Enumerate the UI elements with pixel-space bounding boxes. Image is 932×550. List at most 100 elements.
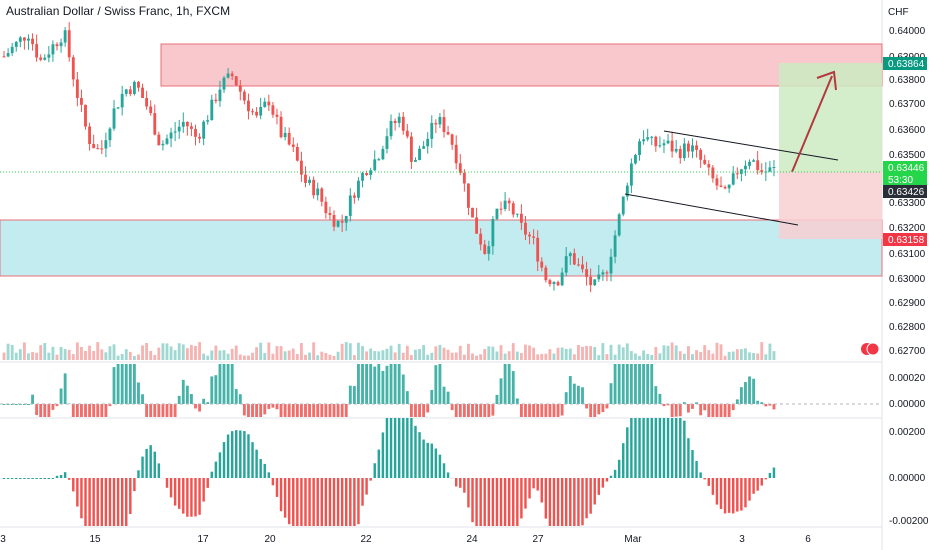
volume-bar (357, 342, 360, 360)
osc1-bar (699, 404, 703, 416)
candle-body (357, 180, 360, 198)
candle-body (446, 132, 450, 135)
osc2-bar (622, 443, 625, 478)
osc2-bar (271, 478, 275, 486)
osc1-bar (483, 404, 487, 417)
candle-body (515, 213, 519, 215)
volume-bar (304, 354, 307, 360)
volume-bar (149, 350, 153, 360)
osc1-bar (169, 404, 173, 417)
volume-bar (316, 355, 320, 360)
osc2-bar (92, 478, 95, 526)
volume-bar (308, 352, 311, 360)
time-tick-label: 3 (739, 534, 745, 545)
projection-arrow[interactable] (791, 75, 833, 173)
volume-bar (727, 351, 731, 360)
osc2-bar (275, 478, 279, 497)
candle-body (458, 163, 462, 173)
demand-zone[interactable] (0, 219, 883, 277)
osc2-bar (340, 478, 344, 526)
channel-upper-line[interactable] (663, 130, 839, 161)
osc1-bar (210, 376, 214, 404)
volume-bar (483, 349, 487, 360)
osc2-bar (116, 478, 120, 526)
stop-zone[interactable] (779, 172, 882, 239)
osc2-bar (165, 478, 169, 488)
osc2-bar (446, 472, 450, 478)
volume-bar (291, 348, 295, 360)
volume-bar (634, 353, 637, 360)
osc2-bar (202, 478, 205, 502)
osc2-bar (51, 478, 55, 479)
price-tag-label: 0.63446 (888, 163, 925, 174)
osc2-bar (96, 478, 99, 526)
osc2-bar (756, 478, 759, 491)
volume-bar (544, 353, 548, 360)
osc2-bar (133, 478, 136, 492)
volume-bar (275, 346, 279, 360)
candle-body (291, 144, 295, 147)
osc1-bar (80, 404, 83, 417)
candle-body (450, 134, 454, 145)
osc2-bar (304, 478, 307, 526)
osc1-bar (112, 367, 116, 404)
volume-bar (577, 344, 580, 360)
candle-body (409, 136, 413, 162)
osc1-bar (442, 386, 446, 404)
volume-bar (348, 343, 352, 360)
candle-body (654, 136, 658, 147)
volume-bar (487, 346, 491, 360)
osc1-bar (92, 404, 96, 417)
osc1-bar (487, 404, 491, 417)
osc1-bar (206, 402, 210, 404)
supply-zone[interactable] (160, 43, 883, 87)
candle-body (699, 149, 703, 160)
volume-bar (35, 352, 39, 360)
candle-body (352, 195, 356, 198)
volume-bar (723, 355, 727, 360)
volume-bar (625, 343, 629, 360)
candle-body (67, 30, 71, 58)
volume-bar (638, 355, 641, 360)
candle-body (642, 139, 646, 142)
osc1-bar (711, 404, 715, 417)
osc2-bar (406, 418, 409, 478)
osc2-bar (609, 475, 613, 478)
candle-body (145, 97, 149, 107)
candle-body (71, 57, 75, 80)
volume-bar (605, 354, 609, 360)
osc1-bar (328, 404, 332, 417)
volume-bar (234, 345, 238, 360)
osc2-bar (206, 478, 209, 488)
channel-lower-line[interactable] (624, 193, 799, 226)
indicator-toggle-icon[interactable] (866, 342, 880, 356)
osc2-bar (210, 471, 214, 478)
volume-bar (336, 351, 340, 360)
osc1-bar (418, 404, 421, 417)
candle-body (756, 160, 760, 171)
volume-bar (145, 342, 149, 360)
volume-bar (462, 354, 466, 360)
osc1-bar (568, 376, 572, 404)
candle-body (348, 195, 352, 216)
candle-body (96, 148, 100, 150)
candle-body (332, 215, 336, 227)
volume-bar (312, 342, 316, 360)
volume-bar (100, 349, 104, 360)
osc1-bar (540, 404, 544, 417)
time-tick-label: 27 (532, 534, 544, 545)
candle-body (499, 208, 503, 210)
volume-bar (263, 353, 267, 360)
osc1-bar (96, 404, 100, 417)
osc2-bar (711, 478, 715, 495)
volume-bar (479, 354, 483, 360)
candle-body (768, 167, 772, 172)
osc1-bar (365, 364, 369, 404)
candle-body (646, 137, 650, 140)
osc1-bar (756, 400, 760, 404)
price-tick-label: 0.64000 (889, 26, 926, 37)
candle-body (271, 105, 275, 115)
osc1-bar (214, 375, 218, 404)
osc2-bar (605, 478, 609, 482)
